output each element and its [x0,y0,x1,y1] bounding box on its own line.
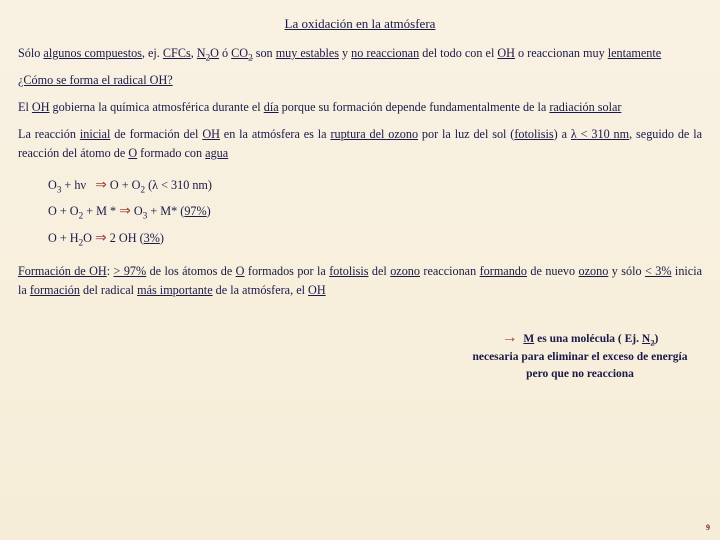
text-u: formando [480,264,527,278]
page-title: La oxidación en la atmósfera [18,14,702,34]
text: de nuevo [527,264,579,278]
text: del [368,264,390,278]
text: reaccionan [420,264,480,278]
text-u: fotolisis [514,127,553,141]
text-u: ¿Cómo se forma el radical OH? [18,73,173,87]
text: de la atmósfera, el [213,283,308,297]
text-u: muy estables [276,46,339,60]
text-u: OH [497,46,515,60]
text: : [107,264,114,278]
text-u: agua [205,146,228,160]
text: ó [219,46,231,60]
text-u: inicial [80,127,110,141]
text-u: radiación solar [549,100,621,114]
paragraph-1: Sólo algunos compuestos, ej. CFCs, N2O ó… [18,44,702,63]
text: El [18,100,32,114]
text-u: ozono [579,264,609,278]
page-number: 9 [706,522,710,534]
text-u: Formación de OH [18,264,107,278]
text: y sólo [608,264,645,278]
text: por la luz del sol ( [418,127,514,141]
text-u: formación [30,283,80,297]
text-u: lentamente [608,46,661,60]
double-arrow-icon: ⇒ [95,176,107,192]
text-u: ozono [390,264,420,278]
paragraph-3: La reacción inicial de formación del OH … [18,125,702,163]
equation-2: O + O2 + M * ⇒ O3 + M* (97%) [48,197,702,224]
text-u: algunos compuestos [43,46,142,60]
text: y [339,46,351,60]
text: formados por la [244,264,329,278]
double-arrow-icon: ⇒ [119,202,131,218]
text-u: CFCs [163,46,191,60]
text: en la atmósfera es la [220,127,331,141]
text: Sólo [18,46,43,60]
side-note-line-1: → M es una molécula ( Ej. N2) [470,326,690,349]
equation-3: O + H2O ⇒ 2 OH (3%) [48,224,702,251]
text-u: no reaccionan [351,46,419,60]
text-u: > 97% [114,264,147,278]
text-u: ruptura del ozono [330,127,418,141]
paragraph-final: Formación de OH: > 97% de los átomos de … [18,262,702,300]
side-note: → M es una molécula ( Ej. N2) necesaria … [470,326,690,383]
text-u: λ < 310 nm [571,127,629,141]
text-u: OH [32,100,50,114]
double-arrow-icon: ⇒ [95,229,107,245]
text: de los átomos de [146,264,236,278]
side-note-line-2: necesaria para eliminar el exceso de ene… [470,349,690,382]
right-arrow-icon: → [502,329,518,346]
text: formado con [137,146,205,160]
text: ) a [554,127,571,141]
text: gobierna la química atmosférica durante … [50,100,264,114]
text-u: CO2 [231,46,253,60]
text-u: OH [308,283,326,297]
text: de formación del [110,127,202,141]
text: del todo con el [419,46,497,60]
question-line: ¿Cómo se forma el radical OH? [18,71,702,90]
text: La reacción [18,127,80,141]
text-u: < 3% [645,264,672,278]
paragraph-2: El OH gobierna la química atmosférica du… [18,98,702,117]
text-u: O [128,146,137,160]
text: porque su formación depende fundamentalm… [279,100,550,114]
equation-1: O3 + hν ⇒ O + O2 (λ < 310 nm) [48,171,702,198]
text-u: día [264,100,279,114]
text-u: fotolisis [329,264,368,278]
text-u: N2O [197,46,219,60]
text-u: más importante [137,283,212,297]
text: , ej. [142,46,163,60]
text: del radical [80,283,137,297]
text-u: OH [202,127,220,141]
text: son [253,46,276,60]
equations-block: O3 + hν ⇒ O + O2 (λ < 310 nm) O + O2 + M… [48,171,702,251]
text: o reaccionan muy [515,46,608,60]
